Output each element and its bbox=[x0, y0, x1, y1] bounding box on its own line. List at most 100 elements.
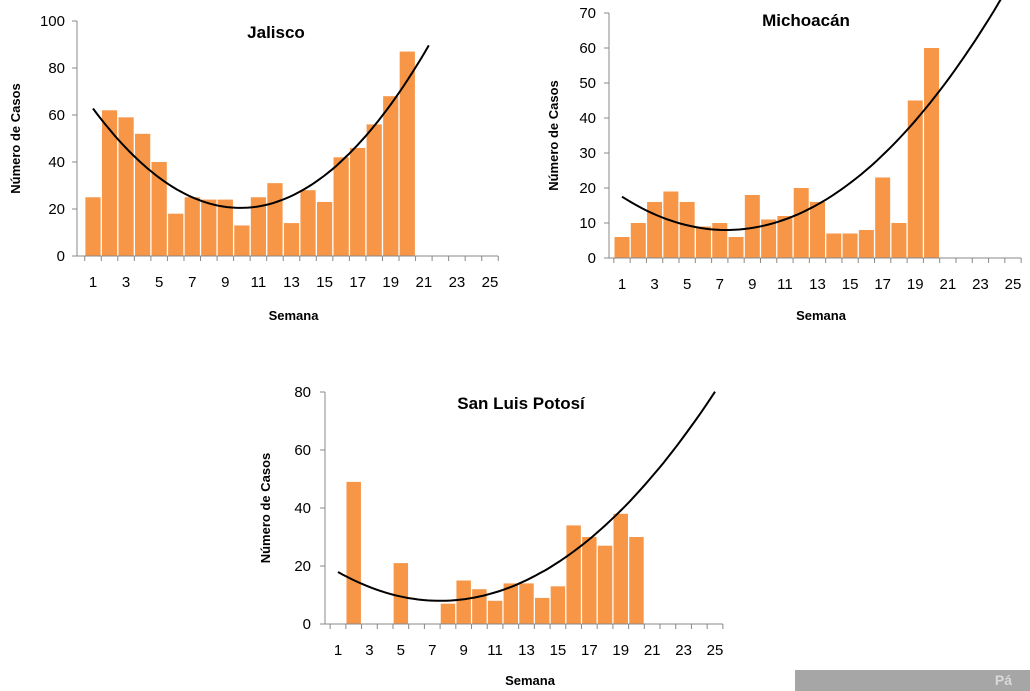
bar bbox=[118, 117, 134, 256]
y-axis-label: Número de Casos bbox=[258, 453, 273, 564]
bar bbox=[891, 223, 907, 258]
corner-tab: Pá bbox=[795, 670, 1030, 691]
y-tick-label: 0 bbox=[588, 250, 596, 267]
x-tick-label: 9 bbox=[748, 276, 756, 293]
bar bbox=[333, 157, 349, 256]
bar bbox=[85, 197, 101, 256]
y-tick-label: 80 bbox=[48, 60, 65, 77]
x-tick-label: 7 bbox=[188, 274, 196, 291]
x-tick-label: 5 bbox=[397, 642, 405, 659]
x-tick-label: 13 bbox=[809, 276, 826, 293]
x-tick-label: 7 bbox=[716, 276, 724, 293]
x-tick-label: 25 bbox=[707, 642, 724, 659]
bar bbox=[440, 603, 456, 624]
chart-title: Jalisco bbox=[247, 23, 305, 42]
y-tick-label: 80 bbox=[294, 384, 311, 401]
y-tick-label: 50 bbox=[579, 75, 596, 92]
bar bbox=[217, 199, 233, 256]
x-tick-label: 23 bbox=[972, 276, 989, 293]
corner-tab-label: Pá bbox=[994, 672, 1012, 688]
x-tick-label: 19 bbox=[907, 276, 924, 293]
bar bbox=[201, 199, 217, 256]
bar bbox=[135, 133, 151, 256]
y-tick-label: 40 bbox=[294, 500, 311, 517]
bar bbox=[679, 202, 695, 258]
y-tick-label: 30 bbox=[579, 145, 596, 162]
bar bbox=[519, 583, 534, 624]
y-axis-label: Número de Casos bbox=[8, 83, 23, 194]
bar bbox=[487, 600, 503, 624]
bar bbox=[728, 237, 744, 258]
trend-line bbox=[621, 0, 1002, 231]
x-tick-label: 5 bbox=[155, 274, 163, 291]
x-tick-label: 25 bbox=[482, 274, 499, 291]
bar bbox=[399, 51, 415, 256]
x-tick-label: 19 bbox=[382, 274, 399, 291]
bar bbox=[858, 230, 874, 258]
x-tick-label: 15 bbox=[842, 276, 859, 293]
trend-line bbox=[337, 391, 716, 602]
x-tick-label: 21 bbox=[415, 274, 432, 291]
x-tick-label: 1 bbox=[618, 276, 626, 293]
y-tick-label: 20 bbox=[579, 180, 596, 197]
bar bbox=[842, 233, 858, 258]
y-tick-label: 0 bbox=[57, 248, 65, 265]
x-tick-label: 3 bbox=[365, 642, 373, 659]
bar bbox=[250, 197, 267, 256]
bar bbox=[503, 583, 519, 624]
bar bbox=[647, 202, 663, 258]
bar bbox=[826, 233, 842, 258]
x-tick-label: 9 bbox=[221, 274, 229, 291]
x-tick-label: 15 bbox=[316, 274, 333, 291]
bar bbox=[366, 124, 382, 257]
bar bbox=[101, 110, 118, 256]
chart-title: Michoacán bbox=[762, 11, 850, 30]
y-tick-label: 0 bbox=[303, 616, 311, 633]
bar bbox=[300, 190, 316, 256]
x-tick-label: 7 bbox=[428, 642, 436, 659]
x-tick-label: 13 bbox=[518, 642, 535, 659]
y-tick-label: 20 bbox=[294, 558, 311, 575]
y-tick-label: 60 bbox=[294, 442, 311, 459]
y-tick-label: 10 bbox=[579, 215, 596, 232]
y-axis-label: Número de Casos bbox=[546, 80, 561, 191]
x-axis-label: Semana bbox=[269, 308, 320, 323]
bar bbox=[550, 586, 566, 624]
x-tick-label: 1 bbox=[89, 274, 97, 291]
bar bbox=[810, 202, 825, 258]
x-tick-label: 11 bbox=[777, 276, 793, 293]
chart-title: San Luis Potosí bbox=[457, 394, 586, 413]
x-tick-label: 9 bbox=[459, 642, 467, 659]
x-axis-label: Semana bbox=[796, 308, 847, 323]
bar bbox=[168, 213, 184, 256]
y-tick-label: 60 bbox=[48, 107, 65, 124]
x-tick-label: 19 bbox=[612, 642, 629, 659]
bar bbox=[712, 223, 728, 258]
x-tick-label: 15 bbox=[550, 642, 567, 659]
bar bbox=[184, 197, 200, 256]
x-tick-label: 3 bbox=[122, 274, 130, 291]
x-tick-label: 23 bbox=[449, 274, 466, 291]
bar bbox=[346, 481, 361, 624]
bar bbox=[234, 225, 250, 256]
y-tick-label: 70 bbox=[579, 5, 596, 22]
bar bbox=[534, 597, 550, 624]
bar bbox=[663, 191, 679, 258]
x-tick-label: 21 bbox=[939, 276, 956, 293]
x-tick-label: 17 bbox=[581, 642, 598, 659]
bar bbox=[393, 563, 409, 624]
bar bbox=[316, 201, 333, 256]
x-tick-label: 5 bbox=[683, 276, 691, 293]
bar bbox=[283, 223, 300, 256]
bar bbox=[777, 216, 793, 258]
bar bbox=[267, 183, 283, 256]
bar bbox=[613, 513, 628, 624]
bar bbox=[597, 545, 613, 624]
x-tick-label: 3 bbox=[650, 276, 658, 293]
bar bbox=[630, 223, 646, 258]
trend-line bbox=[92, 44, 430, 209]
bar bbox=[151, 162, 167, 256]
